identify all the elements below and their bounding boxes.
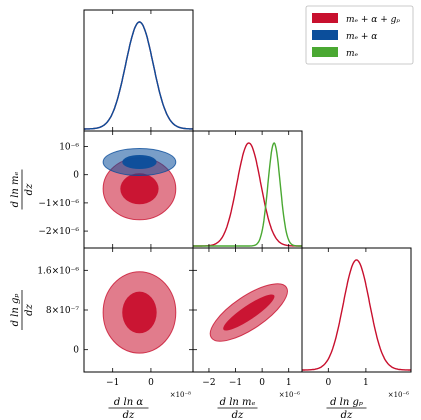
contour-alpha-me-1 (102, 147, 177, 177)
xtick-label: −2 (202, 378, 215, 388)
xlabel-den-alpha: dz (123, 410, 135, 420)
legend: mₑ + α + gₚ mₑ + α mₑ (305, 5, 414, 65)
xtick-label: −1 (229, 378, 242, 388)
legend-swatch (312, 13, 338, 23)
ytick-label: 10⁻⁶ (59, 143, 79, 153)
marginal-gp-mₑ + α + gₚ (302, 259, 411, 371)
contour-inner (122, 154, 157, 170)
marginal-alpha-mₑ + α + gₚ (84, 21, 193, 130)
panel-alpha-alpha (83, 9, 194, 132)
contour-inner (120, 173, 159, 205)
xlabel-num-gp: d ln gₚ (330, 397, 363, 408)
xtick-label: 0 (325, 378, 331, 388)
ylabel-den: dz (24, 183, 35, 195)
x-exponent: ×10⁻⁸ (170, 391, 191, 399)
legend-label: mₑ (346, 49, 359, 59)
xlabel-den-gp: dz (341, 410, 353, 420)
ytick-label: −2×10⁻⁶ (38, 227, 79, 237)
xlabel-num-me: d ln mₑ (220, 397, 256, 408)
xtick-label: 0 (259, 378, 265, 388)
legend-swatch (312, 47, 338, 57)
contour-inner (122, 291, 157, 334)
ytick-label: 1.6×10⁻⁶ (37, 266, 79, 276)
marginal-me-mₑ (193, 142, 302, 247)
legend-label: mₑ + α + gₚ (346, 15, 400, 25)
ylabel-den: dz (24, 303, 35, 315)
marginal-me-mₑ + α + gₚ (193, 142, 302, 247)
ytick-label: −1×10⁻⁶ (38, 199, 79, 209)
x-exponent: ×10⁻⁶ (388, 391, 409, 399)
ylabel-num: d ln gₚ (10, 294, 21, 327)
ytick-label: 0 (73, 346, 79, 356)
legend-label: mₑ + α (346, 32, 377, 42)
xtick-label: 1 (286, 378, 292, 388)
ylabel-me: d ln mₑ dz (10, 169, 35, 210)
contour-inner (223, 294, 275, 331)
contour-alpha-gp-2 (102, 271, 177, 354)
x-exponent: ×10⁻⁶ (279, 391, 300, 399)
xlabel-den-me: dz (232, 410, 244, 420)
panel-gp-gp (301, 247, 412, 373)
xtick-label: 1 (363, 378, 369, 388)
xlabel-num-alpha: d ln α (114, 397, 143, 408)
contour-me-gp-3 (209, 283, 288, 342)
marginal-alpha-mₑ + α (84, 21, 193, 130)
ytick-label: 8×10⁻⁷ (46, 306, 79, 316)
ytick-label: 0 (73, 171, 79, 181)
ylabel-gp: d ln gₚ dz (10, 290, 35, 330)
legend-swatch (312, 30, 338, 40)
ylabel-num: d ln mₑ (10, 172, 21, 208)
xtick-label: −1 (106, 378, 119, 388)
xtick-label: 0 (148, 378, 154, 388)
